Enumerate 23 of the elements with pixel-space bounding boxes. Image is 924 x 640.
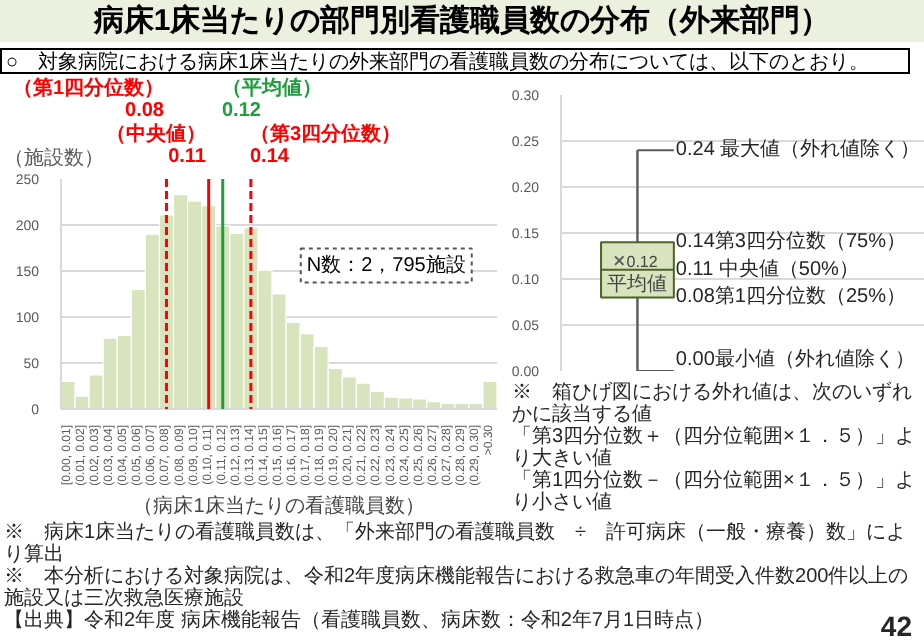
text: ※ 箱ひげ図における外れ値は、次のいずれかに該当する値 (512, 382, 912, 426)
text: 42 (880, 610, 912, 640)
ref-line-label: （第3四分位数） 0.14 (250, 124, 402, 168)
text: ※ 病床1床当たりの看護職員数は、「外来部門の看護職員数 ÷ 許可病床（一般・療養）数」により算出 (4, 522, 909, 566)
annotation: 0.11 中央値（50%） (675, 256, 859, 281)
annotation: 0.12 (626, 252, 659, 271)
x-axis-title: （病床1床当たりの看護職員数） (133, 493, 425, 518)
annotation: 0.08第1四分位数（25%） (675, 284, 906, 309)
annotation: 平均値 (607, 271, 668, 296)
text: 「第3四分位数＋（四分位範囲×１．５）」より大きい値 (512, 426, 915, 470)
chart-title: 病床1床当たりの部門別看護職員数の分布（外来部門） (0, 0, 924, 42)
ref-line-label: （第1四分位数） 0.08 (12, 78, 164, 122)
annotation: 0.24 最大値（外れ値除く） (675, 137, 921, 162)
ref-line-label: （中央値） 0.11 (106, 124, 206, 168)
ref-line-label: （平均値） 0.12 (222, 78, 322, 122)
y-axis-title: （施設数） (4, 146, 104, 174)
text: 「第1四分位数－（四分位範囲×１．５）」より小さい値 (512, 470, 915, 514)
text: ※ 本分析における対象病院は、令和2年度病床機能報告における救急車の年間受入件数200件以上の施設又は三次救急医療施設 (4, 566, 911, 610)
annotation: N数：2，795施設 (306, 252, 466, 277)
chart-subtitle: ○ 対象病院における病床1床当たりの外来部門の看護職員数の分布については、以下のとおり。 (0, 48, 910, 74)
annotation: 0.00最小値（外れ値除く） (675, 347, 915, 371)
text: 【出典】令和2年度 病床機能報告（看護職員数、病床数：令和2年7月1日時点） (4, 610, 715, 632)
annotation: 0.14第3四分位数（75%） (675, 229, 906, 254)
